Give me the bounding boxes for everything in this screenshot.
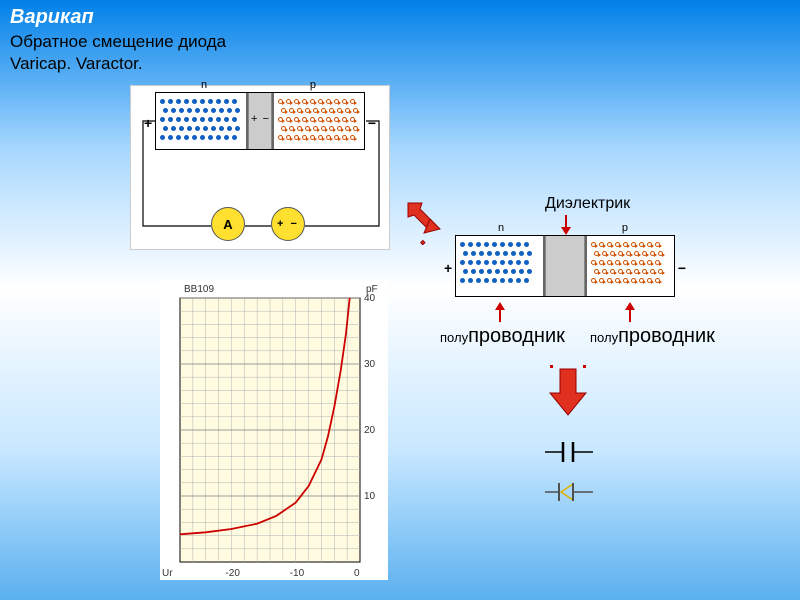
svg-text:pF: pF (366, 284, 378, 295)
subtitle-line2: Varicap. Varactor. (10, 54, 143, 73)
p-region-2 (585, 236, 674, 296)
arrow-semi-left (490, 302, 510, 322)
svg-text:Ur: Ur (162, 568, 173, 579)
plus-2: + (444, 260, 452, 276)
subtitle: Обратное смещение диода Varicap. Varacto… (0, 29, 800, 77)
svg-text:BB109: BB109 (184, 284, 214, 295)
semi-prefix-l: полу (440, 330, 468, 345)
p-label: p (310, 79, 316, 91)
n-label: n (201, 79, 207, 91)
cv-chart-svg: 10203040-20-100BB109pFUr (160, 280, 388, 580)
p-label-2: p (622, 222, 628, 234)
depletion-region-2 (545, 236, 585, 296)
battery: + − (271, 207, 305, 241)
plus-terminal: + (144, 115, 152, 131)
ammeter: A (211, 207, 245, 241)
capacitor-symbol-icon (545, 440, 595, 464)
minus-2: − (678, 260, 686, 276)
svg-text:30: 30 (364, 359, 376, 370)
pn-junction-2: n p + − (455, 235, 675, 297)
svg-text:-10: -10 (290, 568, 305, 579)
svg-text:-20: -20 (225, 568, 240, 579)
page-title: Варикап (0, 0, 800, 29)
svg-text:10: 10 (364, 491, 376, 502)
semiconductor-label-right: полупроводник (590, 325, 715, 348)
varicap-symbol-icon (545, 480, 595, 504)
arrow-to-junction2 (400, 195, 450, 245)
subtitle-line1: Обратное смещение диода (10, 32, 226, 51)
pn-junction-1: n p + − (155, 92, 365, 150)
semiconductor-label-left: полупроводник (440, 325, 565, 348)
p-region (272, 93, 364, 149)
semi-main-l: проводник (468, 325, 565, 347)
arrow-down-big (546, 365, 590, 420)
arrow-semi-right (620, 302, 640, 322)
svg-text:0: 0 (354, 568, 360, 579)
semi-main-r: проводник (618, 325, 715, 347)
dielectric-label: Диэлектрик (545, 195, 630, 213)
depletion-region-1 (248, 93, 272, 149)
semi-prefix-r: полу (590, 330, 618, 345)
n-region-2 (456, 236, 545, 296)
svg-text:20: 20 (364, 425, 376, 436)
junction2-wrap: n p + − (455, 235, 675, 297)
circuit-panel: n p + − A + − (130, 85, 390, 250)
cv-chart: 10203040-20-100BB109pFUr (160, 280, 388, 580)
n-label-2: n (498, 222, 504, 234)
arrow-dielectric-down (556, 215, 576, 235)
minus-terminal: − (368, 115, 376, 131)
n-region (156, 93, 248, 149)
